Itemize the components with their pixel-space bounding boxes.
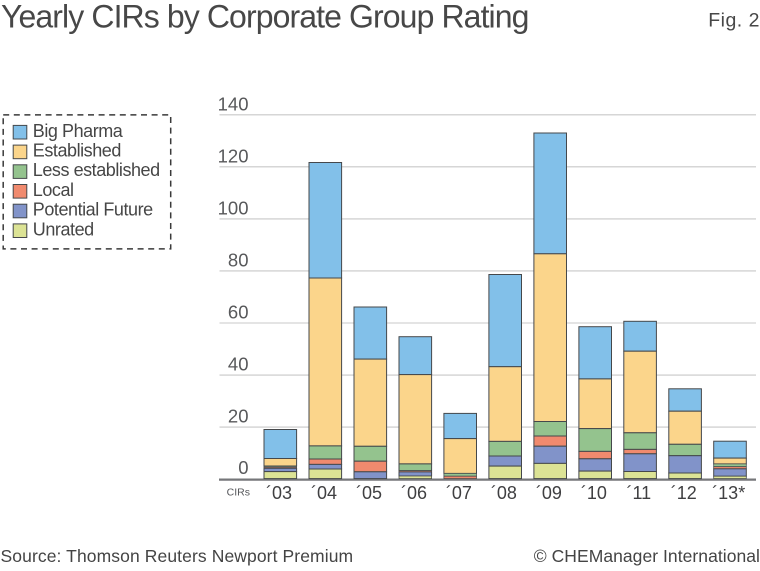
svg-text:Local: Local xyxy=(33,180,74,200)
svg-text:´12: ´12 xyxy=(671,483,697,503)
svg-text:© CHEManager International: © CHEManager International xyxy=(534,546,760,566)
svg-text:´04: ´04 xyxy=(311,483,337,503)
svg-text:Fig. 2: Fig. 2 xyxy=(708,10,760,32)
svg-text:CIRs: CIRs xyxy=(227,487,250,499)
svg-text:100: 100 xyxy=(218,198,249,219)
svg-text:Big Pharma: Big Pharma xyxy=(33,121,124,141)
svg-text:´09: ´09 xyxy=(536,483,562,503)
svg-text:Unrated: Unrated xyxy=(33,219,94,239)
svg-text:Yearly CIRs by Corporate Group: Yearly CIRs by Corporate Group Rating xyxy=(1,0,529,35)
svg-text:120: 120 xyxy=(218,145,249,166)
svg-text:´07: ´07 xyxy=(446,483,472,503)
svg-text:140: 140 xyxy=(218,93,249,114)
svg-text:Source: Thomson Reuters Newpor: Source: Thomson Reuters Newport Premium xyxy=(1,546,354,566)
svg-text:Established: Established xyxy=(33,141,121,161)
svg-text:40: 40 xyxy=(228,354,249,375)
svg-text:Less established: Less established xyxy=(33,160,160,180)
svg-text:´03: ´03 xyxy=(266,483,292,503)
svg-text:´08: ´08 xyxy=(491,483,517,503)
svg-text:20: 20 xyxy=(228,406,249,427)
svg-text:´06: ´06 xyxy=(401,483,427,503)
svg-text:´13*: ´13* xyxy=(712,483,745,503)
svg-text:80: 80 xyxy=(228,250,249,271)
svg-text:´10: ´10 xyxy=(581,483,607,503)
svg-text:´05: ´05 xyxy=(356,483,382,503)
svg-text:60: 60 xyxy=(228,302,249,323)
svg-text:´11: ´11 xyxy=(626,483,651,503)
svg-text:Potential Future: Potential Future xyxy=(33,200,153,220)
svg-text:0: 0 xyxy=(238,457,248,478)
